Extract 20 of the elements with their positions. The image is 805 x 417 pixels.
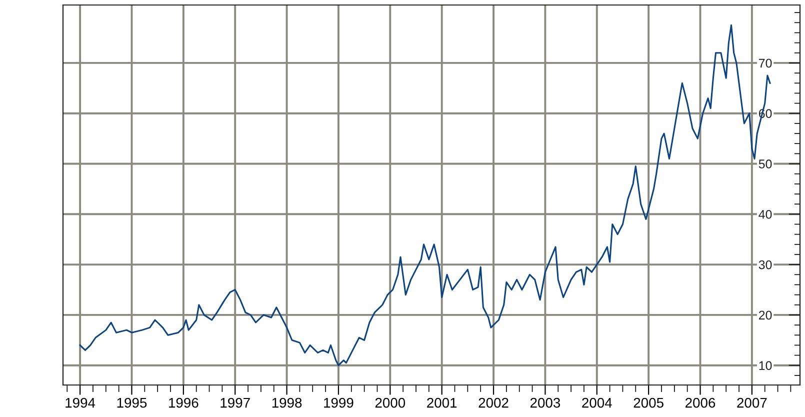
x-tick-label: 2006 — [686, 398, 716, 408]
x-tick-label: 2004 — [582, 398, 612, 408]
x-tick-label: 2001 — [427, 398, 457, 408]
x-tick-label: 1997 — [220, 398, 250, 408]
x-tick-label: 2003 — [530, 398, 560, 408]
y-tick-label: 10 — [759, 361, 772, 370]
x-tick-label: 2007 — [737, 398, 767, 408]
y-tick-label: 50 — [758, 160, 772, 168]
x-tick-label: 1996 — [169, 398, 198, 408]
y-tick-label: 40 — [758, 210, 772, 219]
x-tick-label: 2000 — [375, 398, 406, 408]
x-tick-label: 1998 — [272, 398, 302, 408]
x-tick-label: 2005 — [634, 398, 664, 408]
y-tick-label: 30 — [758, 260, 772, 270]
y-tick-label: 20 — [758, 310, 772, 320]
x-tick-label: 1999 — [324, 398, 354, 408]
x-tick-label: 1995 — [117, 398, 147, 408]
x-tick-label: 1994 — [66, 398, 96, 408]
x-tick-label: 2002 — [478, 398, 508, 408]
y-tick-label: 70 — [758, 58, 772, 68]
